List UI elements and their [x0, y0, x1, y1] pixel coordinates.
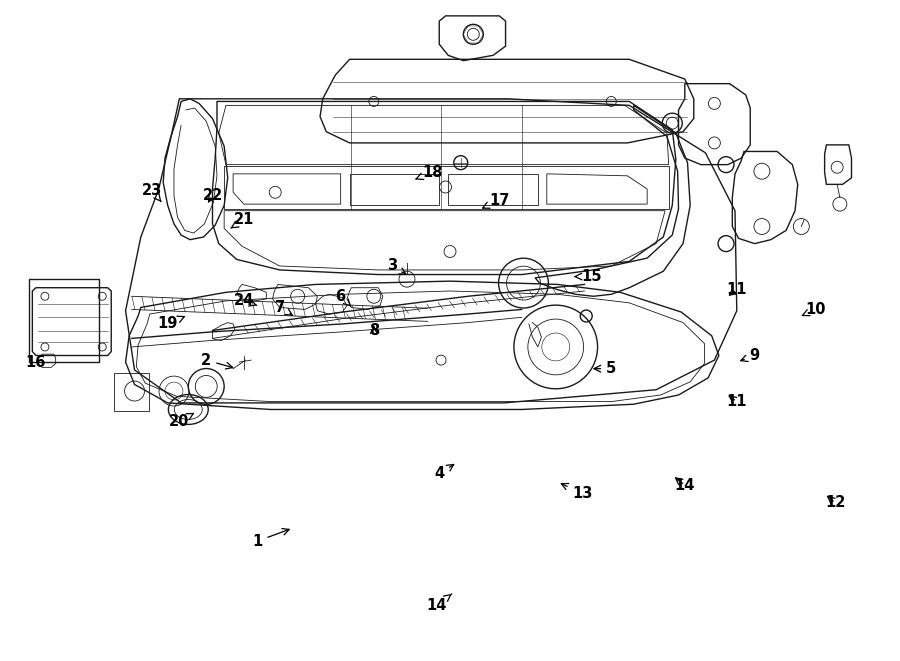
Text: 11: 11	[726, 394, 747, 409]
Text: 20: 20	[169, 414, 194, 429]
Text: 3: 3	[387, 258, 406, 274]
Text: 10: 10	[802, 302, 826, 317]
Text: 12: 12	[825, 496, 846, 510]
Text: 23: 23	[142, 184, 163, 202]
Text: 19: 19	[158, 316, 184, 331]
Text: 22: 22	[202, 188, 222, 203]
Text: 6: 6	[336, 289, 351, 306]
Text: 7: 7	[274, 300, 292, 315]
Text: 11: 11	[726, 282, 747, 297]
Text: 18: 18	[416, 165, 442, 180]
Text: 5: 5	[594, 361, 616, 376]
Text: 13: 13	[562, 483, 593, 501]
Text: 1: 1	[252, 529, 289, 549]
Text: 8: 8	[369, 323, 379, 338]
Text: 2: 2	[202, 352, 233, 369]
Text: 9: 9	[741, 348, 760, 363]
Text: 24: 24	[234, 293, 256, 309]
Text: 14: 14	[675, 478, 695, 492]
Text: 17: 17	[482, 192, 509, 208]
Text: 21: 21	[231, 212, 254, 228]
Text: 16: 16	[26, 354, 46, 369]
Text: 15: 15	[575, 269, 602, 284]
Text: 4: 4	[434, 465, 454, 481]
Text: 14: 14	[427, 594, 452, 613]
